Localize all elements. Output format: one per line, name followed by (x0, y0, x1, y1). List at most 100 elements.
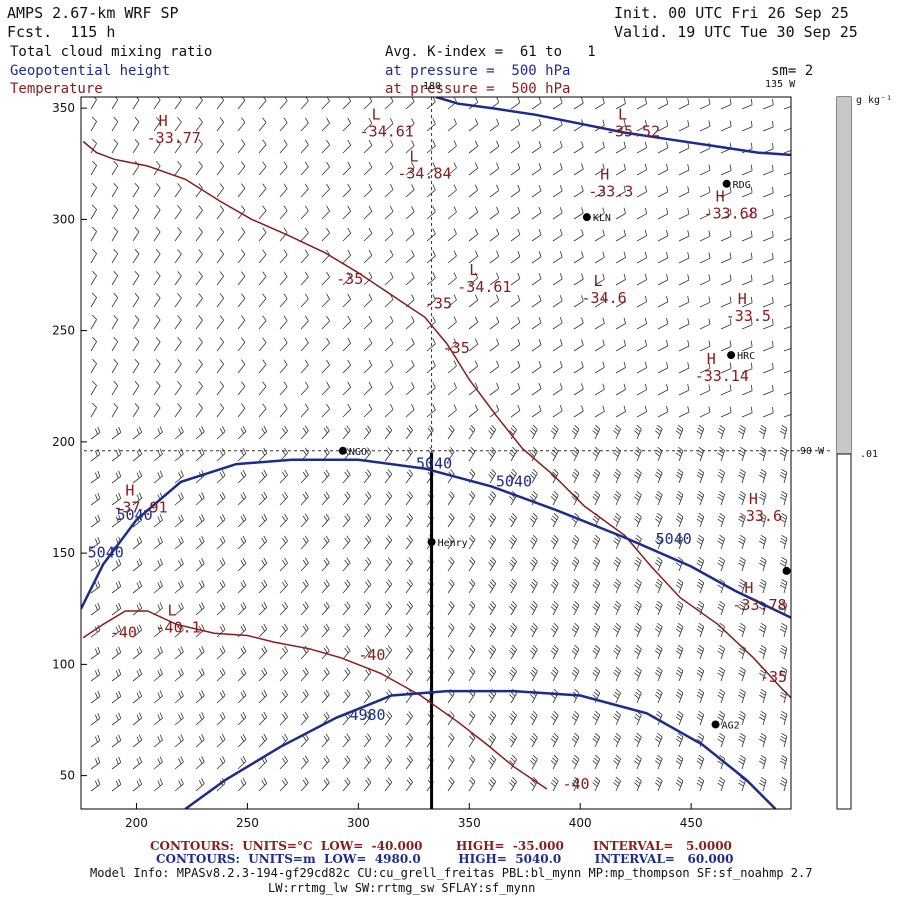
wind-barb (654, 556, 663, 572)
wind-barb (90, 712, 101, 726)
wind-barb (90, 226, 97, 242)
wind-barb (489, 140, 500, 154)
wind-barb (300, 689, 309, 704)
wind-barb (111, 778, 122, 792)
wind-barb (447, 645, 455, 660)
wind-barb (384, 140, 394, 154)
wind-barb (634, 578, 642, 594)
station-dot (582, 213, 591, 222)
wind-barb (90, 690, 101, 704)
wind-barb (783, 127, 791, 132)
wind-barb (468, 338, 479, 352)
wind-barb (447, 184, 457, 198)
wind-barb (405, 140, 415, 154)
wind-barb (717, 446, 725, 462)
wind-barb (237, 97, 246, 110)
wind-barb (195, 139, 203, 154)
wind-barb (531, 184, 542, 198)
wind-barb (342, 117, 352, 132)
wind-barb (342, 513, 351, 528)
wind-barb (384, 491, 393, 506)
wind-barb (111, 646, 122, 660)
wind-barb (153, 337, 161, 352)
wind-barb (447, 777, 455, 792)
wind-barb (363, 249, 373, 264)
wind-barb (468, 250, 479, 264)
wind-barb (675, 776, 684, 792)
wind-barb (762, 362, 774, 374)
wind-barb (779, 777, 788, 792)
wind-barb (634, 644, 642, 660)
wind-barb (594, 405, 605, 418)
wind-barb (300, 579, 309, 594)
wind-barb (615, 405, 626, 418)
wind-barb (762, 186, 774, 198)
wind-barb (759, 446, 767, 462)
wind-barb (657, 142, 669, 154)
wind-barb (447, 382, 457, 396)
wind-barb (488, 733, 497, 748)
wind-barb (132, 470, 143, 484)
plot-frame (80, 96, 792, 810)
wind-barb (447, 140, 457, 154)
wind-barb (699, 208, 711, 220)
wind-barb (132, 580, 143, 594)
wind-barb (654, 644, 663, 660)
wind-barb (132, 492, 143, 506)
wind-barb (405, 338, 415, 352)
wind-barb (363, 711, 372, 726)
wind-barb (636, 207, 648, 220)
contour-label: 5040 (496, 472, 532, 490)
wind-barb (552, 295, 563, 308)
wind-barb (111, 205, 119, 220)
wind-barb (132, 602, 143, 616)
wind-barb (426, 140, 436, 154)
wind-barb (405, 206, 415, 220)
model-info-physics: LW:rrtmg_lw SW:rrtmg_sw SFLAY:sf_mynn (268, 881, 536, 895)
wind-barb (762, 142, 774, 154)
wind-barb (678, 142, 690, 154)
wind-barb (195, 668, 205, 682)
wind-barb (592, 732, 601, 748)
wind-barb (384, 755, 393, 770)
wind-barb (634, 446, 642, 462)
wind-barb (90, 580, 101, 594)
wind-barb (237, 513, 247, 528)
wind-barb (132, 227, 140, 242)
wind-barb (696, 578, 705, 594)
wind-barb (258, 271, 267, 286)
wind-barb (552, 141, 563, 154)
wind-barb (594, 273, 605, 286)
wind-barb (738, 776, 746, 792)
wind-barb (237, 645, 247, 660)
wind-barb (405, 645, 413, 660)
wind-barb (132, 536, 143, 550)
wind-barb (174, 315, 182, 330)
wind-barb (634, 776, 642, 792)
wind-barb (342, 425, 351, 440)
wind-barb (678, 120, 690, 132)
wind-barb (384, 623, 393, 638)
wind-barb (657, 252, 669, 264)
station-dot (727, 351, 736, 360)
wind-barb (592, 600, 601, 616)
wind-barb (488, 667, 497, 682)
wind-barb (488, 601, 497, 616)
wind-barb (779, 491, 788, 506)
wind-barb (779, 733, 788, 748)
wind-barb (509, 754, 517, 770)
wind-barb (762, 120, 774, 132)
wind-barb (615, 273, 626, 286)
wind-barb (657, 406, 669, 418)
wind-barb (216, 514, 226, 528)
wind-barb (216, 97, 225, 110)
wind-barb (237, 227, 246, 242)
wind-barb (509, 490, 517, 506)
wind-barb (237, 337, 246, 352)
wind-barb (342, 381, 352, 396)
wind-barb (675, 666, 684, 682)
wind-barb (237, 777, 247, 792)
wind-barb (321, 315, 330, 330)
wind-barb (571, 644, 580, 660)
wind-barb (258, 623, 268, 638)
